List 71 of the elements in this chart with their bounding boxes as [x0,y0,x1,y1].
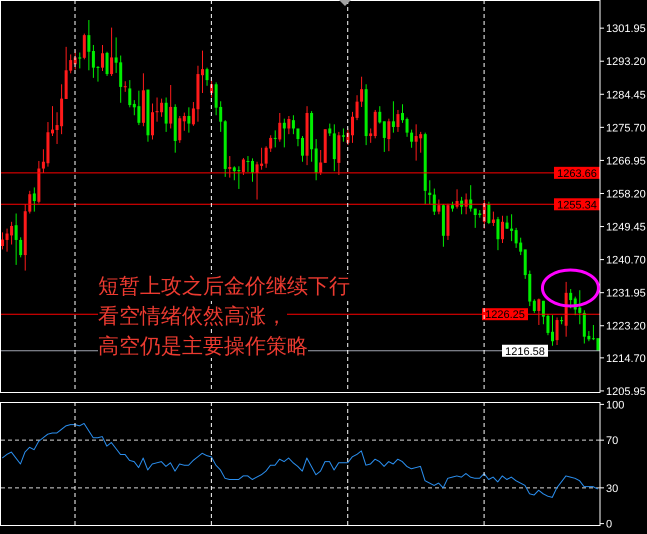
candlestick [396,109,400,132]
y-tick-label: 0 [606,518,612,531]
annotation: 短暂上攻之后金价继续下行 [98,274,350,298]
candlestick [242,157,245,176]
candlestick [328,123,332,137]
candlestick [101,44,104,72]
candlestick [410,129,414,148]
candlestick [69,54,72,74]
candlestick [496,216,500,251]
candlestick [187,106,190,134]
candlestick [164,96,168,132]
candlestick [387,118,390,152]
candlestick [342,128,345,142]
candlestick [206,67,209,86]
candlestick [151,103,154,140]
candlestick [556,316,559,346]
y-tick-label: 30 [606,482,618,495]
candlestick [137,90,140,126]
candlestick [432,188,436,216]
candlestick [256,161,259,200]
y-tick-label: 1301.95 [606,23,646,36]
candlestick [282,118,286,148]
candlestick [451,201,454,212]
candlestick [124,80,127,92]
candlestick [510,214,514,242]
candlestick [501,215,504,244]
candlestick [19,236,22,258]
y-tick-label: 1275.70 [606,122,646,134]
candlestick [487,201,490,225]
ref-line-label: 1226.25 [485,309,525,322]
candlestick [114,36,118,74]
y-tick-label: 1284.45 [606,89,646,102]
candlestick [569,288,572,309]
candlestick [14,213,18,266]
candlestick [537,298,540,326]
y-tick-label: 1214.70 [606,352,646,365]
candlestick [287,116,290,135]
y-tick-label: 1293.20 [606,56,646,68]
candlestick [437,199,440,215]
candlestick [274,130,277,148]
candlestick [578,290,582,325]
candlestick [474,208,477,228]
ref-line-label: 1216.58 [505,346,545,358]
y-tick-label: 1205.95 [606,386,646,398]
y-tick-label: 100 [606,399,624,412]
annotation: 看空情绪依然高涨， [98,304,287,328]
y-tick-label: 1240.70 [606,254,646,267]
candlestick [110,27,114,76]
candlestick [278,112,282,142]
y-tick-label: 1249.45 [606,222,646,234]
candlestick [492,211,495,226]
candlestick [82,33,86,60]
y-tick-label: 1258.20 [606,188,646,200]
ref-line-label: 1263.66 [557,168,597,180]
candlestick [392,100,395,134]
annotation: 高空仍是主要操作策略 [98,334,308,358]
candlestick [169,84,172,129]
candlestick [414,124,418,162]
ref-line-label: 1255.34 [557,199,597,212]
candlestick [106,51,109,76]
candlestick [32,186,36,212]
candlestick [28,190,32,214]
y-tick-label: 1266.95 [606,155,646,168]
y-tick-label: 70 [606,435,618,448]
candlestick [360,76,364,108]
y-tick-label: 1223.20 [606,320,646,333]
line-series [2,422,598,498]
candlestick [292,114,295,135]
y-tick-label: 1231.95 [606,288,646,300]
candlestick [228,156,232,178]
candlestick [506,215,509,230]
